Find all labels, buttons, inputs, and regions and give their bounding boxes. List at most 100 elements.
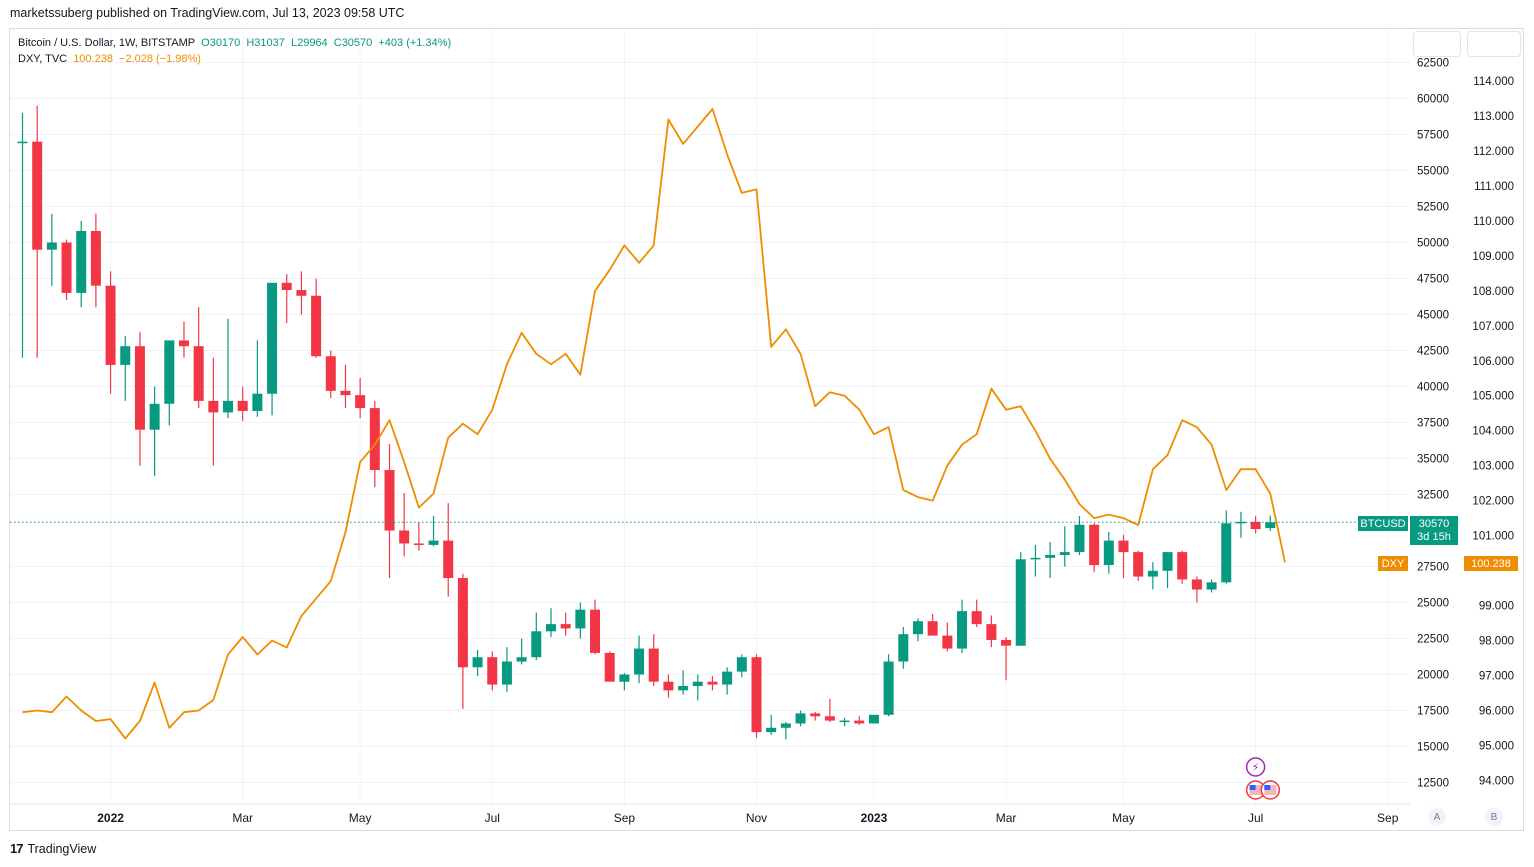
candle-body bbox=[1133, 552, 1144, 577]
btc-candle bbox=[663, 674, 674, 698]
btc-candle bbox=[971, 599, 982, 627]
btc-candle bbox=[766, 714, 777, 735]
lightning-glyph: ⚡ bbox=[1252, 761, 1260, 774]
footer-brand[interactable]: TradingView bbox=[27, 841, 97, 856]
candle-body bbox=[1191, 579, 1202, 590]
btc-axis-tick: 62500 bbox=[1417, 58, 1449, 70]
btc-axis-tick: 55000 bbox=[1417, 166, 1449, 178]
candle-body bbox=[1162, 552, 1173, 571]
btc-price-tag-value: 30570 bbox=[1418, 517, 1450, 530]
candle-body bbox=[46, 242, 57, 250]
btc-open: O30170 bbox=[201, 37, 241, 49]
candle-body bbox=[824, 716, 835, 721]
btc-candle bbox=[76, 220, 87, 308]
auto-scale-button[interactable]: A bbox=[1428, 808, 1446, 826]
candle-body bbox=[120, 346, 131, 365]
btc-candle bbox=[149, 386, 160, 476]
btc-candle bbox=[868, 714, 879, 724]
btc-candle bbox=[722, 667, 733, 695]
dxy-axis-tick: 106.000 bbox=[1472, 356, 1514, 368]
dxy-value: 100.238 bbox=[73, 53, 113, 65]
btc-candle bbox=[957, 599, 968, 653]
btc-candle bbox=[178, 321, 189, 358]
dxy-axis-tick: 114.000 bbox=[1473, 76, 1514, 88]
candle-body bbox=[355, 395, 366, 409]
dxy-axis-tick: 104.000 bbox=[1472, 426, 1514, 438]
dxy-line bbox=[22, 108, 1286, 740]
btc-candle bbox=[1015, 552, 1026, 646]
candle-body bbox=[971, 611, 982, 625]
btc-candle bbox=[1162, 552, 1173, 589]
candle-body bbox=[164, 340, 175, 404]
btc-candle bbox=[619, 673, 630, 691]
btc-candle bbox=[340, 364, 351, 409]
time-axis-label: Sep bbox=[1377, 811, 1399, 825]
candle-body bbox=[1074, 524, 1085, 553]
candle-body bbox=[311, 295, 322, 357]
btc-candle bbox=[810, 711, 821, 721]
scale-b-button[interactable]: B bbox=[1485, 808, 1503, 826]
time-axis-label: 2023 bbox=[861, 811, 888, 825]
btc-candle bbox=[311, 278, 322, 358]
dxy-axis-tick: 102.000 bbox=[1472, 496, 1514, 508]
btc-candle bbox=[590, 599, 601, 655]
candle-body bbox=[707, 681, 718, 685]
candle-body bbox=[795, 713, 806, 724]
candle-body bbox=[325, 356, 336, 391]
btc-candle bbox=[252, 340, 263, 417]
btc-candle bbox=[1206, 579, 1217, 593]
candle-body bbox=[90, 230, 101, 286]
candle-body bbox=[252, 393, 263, 411]
lightning-event: ⚡ bbox=[1245, 757, 1266, 777]
dxy-price-axis: 94.000 95.000 96.000 97.000 98.000 99.000 101.… bbox=[1472, 76, 1514, 787]
btc-candle bbox=[1030, 544, 1041, 577]
candle-body bbox=[545, 624, 556, 632]
dxy-legend-row[interactable]: DXY, TVC 100.238 −2.028 (−1.98%) bbox=[18, 51, 454, 67]
candle-body bbox=[223, 400, 234, 413]
btc-axis-tick: 50000 bbox=[1417, 238, 1449, 250]
scale-button-2[interactable] bbox=[1467, 31, 1521, 57]
candle-body bbox=[1015, 559, 1026, 646]
dxy-axis-tick: 101.000 bbox=[1472, 531, 1514, 543]
btc-candle bbox=[1177, 550, 1188, 584]
scale-button-1[interactable] bbox=[1413, 31, 1461, 57]
dxy-axis-tick: 110.000 bbox=[1473, 216, 1514, 228]
btc-candle bbox=[355, 377, 366, 419]
btc-candle bbox=[1089, 523, 1100, 573]
flag-canton bbox=[1264, 785, 1271, 790]
btc-candle bbox=[751, 654, 762, 738]
btc-axis-tick: 45000 bbox=[1417, 310, 1449, 322]
btc-candle bbox=[736, 654, 747, 678]
btc-axis-tick: 22500 bbox=[1417, 634, 1449, 646]
tradingview-logo-icon: 17 bbox=[10, 841, 24, 856]
dxy-price-tag: 100.238 bbox=[1464, 556, 1518, 571]
btc-candle bbox=[780, 722, 791, 740]
candle-body bbox=[105, 285, 116, 365]
btc-candle bbox=[120, 336, 131, 401]
btc-candle bbox=[1059, 526, 1070, 567]
candle-body bbox=[1221, 523, 1232, 583]
candle-body bbox=[678, 686, 689, 691]
btc-candle bbox=[46, 213, 57, 286]
time-axis: 2022 Mar May Jul Sep Nov 2023 Mar May Jul Sep bbox=[10, 803, 1410, 825]
btc-axis-tick: 15000 bbox=[1417, 742, 1449, 754]
btc-candle bbox=[898, 626, 909, 669]
dxy-axis-tick: 95.000 bbox=[1479, 740, 1514, 752]
candle-body bbox=[1059, 552, 1070, 555]
flag-canton bbox=[1249, 785, 1256, 790]
candle-body bbox=[413, 543, 424, 545]
candle-body bbox=[472, 657, 483, 668]
btc-candle bbox=[912, 618, 923, 642]
btc-axis-tick: 47500 bbox=[1417, 274, 1449, 286]
btc-legend-row[interactable]: Bitcoin / U.S. Dollar, 1W, BITSTAMP O301… bbox=[18, 35, 454, 51]
time-axis-label: 2022 bbox=[97, 811, 124, 825]
candle-body bbox=[487, 657, 498, 685]
candle-body bbox=[1030, 557, 1041, 560]
btc-candle bbox=[443, 503, 454, 597]
candle-body bbox=[957, 611, 968, 649]
btc-candle bbox=[575, 602, 586, 639]
btc-candle bbox=[134, 331, 145, 466]
candle-body bbox=[134, 346, 145, 430]
candle-body bbox=[267, 282, 278, 394]
